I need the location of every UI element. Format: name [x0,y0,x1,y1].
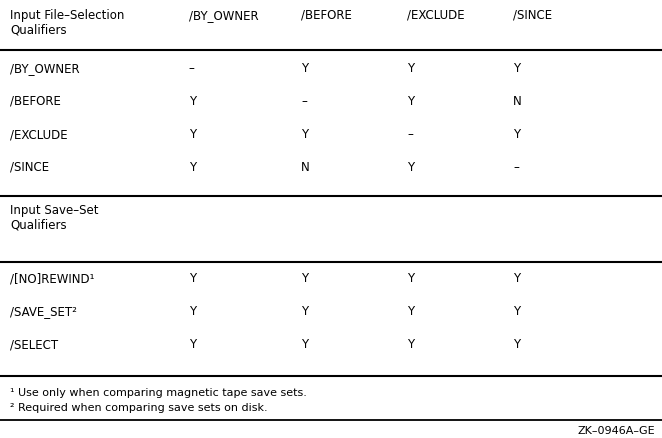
Text: Y: Y [189,128,196,141]
Text: /BY_OWNER: /BY_OWNER [189,9,258,22]
Text: ² Required when comparing save sets on disk.: ² Required when comparing save sets on d… [10,403,267,413]
Text: ¹ Use only when comparing magnetic tape save sets.: ¹ Use only when comparing magnetic tape … [10,388,307,398]
Text: –: – [189,62,195,75]
Text: Y: Y [189,272,196,285]
Text: –: – [513,161,519,174]
Text: /SELECT: /SELECT [10,338,58,351]
Text: Y: Y [301,62,308,75]
Text: /SINCE: /SINCE [10,161,49,174]
Text: Y: Y [407,95,414,108]
Text: Y: Y [407,161,414,174]
Text: Y: Y [301,338,308,351]
Text: Y: Y [301,305,308,318]
Text: Input File–Selection
Qualifiers: Input File–Selection Qualifiers [10,9,124,37]
Text: Y: Y [513,62,520,75]
Text: /SAVE_SET²: /SAVE_SET² [10,305,77,318]
Text: N: N [301,161,310,174]
Text: ZK–0946A–GE: ZK–0946A–GE [578,426,655,436]
Text: Y: Y [513,338,520,351]
Text: Y: Y [513,128,520,141]
Text: /EXCLUDE: /EXCLUDE [10,128,68,141]
Text: Y: Y [301,272,308,285]
Text: /BEFORE: /BEFORE [10,95,61,108]
Text: Y: Y [407,272,414,285]
Text: N: N [513,95,522,108]
Text: Y: Y [189,95,196,108]
Text: Y: Y [189,338,196,351]
Text: Y: Y [407,305,414,318]
Text: Y: Y [407,338,414,351]
Text: /[NO]REWIND¹: /[NO]REWIND¹ [10,272,95,285]
Text: /BEFORE: /BEFORE [301,9,352,22]
Text: Y: Y [513,305,520,318]
Text: –: – [407,128,413,141]
Text: Y: Y [189,305,196,318]
Text: /EXCLUDE: /EXCLUDE [407,9,465,22]
Text: /SINCE: /SINCE [513,9,552,22]
Text: Y: Y [513,272,520,285]
Text: Y: Y [189,161,196,174]
Text: Y: Y [407,62,414,75]
Text: –: – [301,95,307,108]
Text: Input Save–Set
Qualifiers: Input Save–Set Qualifiers [10,204,99,232]
Text: /BY_OWNER: /BY_OWNER [10,62,79,75]
Text: Y: Y [301,128,308,141]
